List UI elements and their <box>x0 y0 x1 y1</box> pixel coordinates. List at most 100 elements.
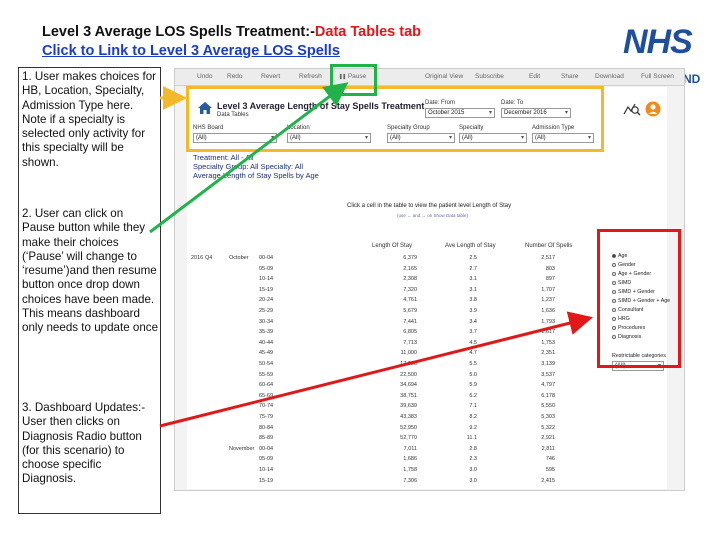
filter-specialty-group[interactable]: (All) ▾ <box>387 133 455 143</box>
spells-cell: 1,237 <box>541 297 555 304</box>
chevron-down-icon: ▾ <box>520 135 524 141</box>
radio-option-age-gender[interactable]: Age + Gender <box>612 271 651 277</box>
nhs-logo-text: NHS <box>623 23 693 61</box>
chevron-down-icon: ▾ <box>564 110 568 116</box>
radio-option-simd-gender-age[interactable]: SIMD + Gender + Age <box>612 298 670 304</box>
age-cell: 05-09 <box>259 265 274 272</box>
radio-dot-icon <box>612 307 616 312</box>
chart-search-icon[interactable] <box>623 101 641 117</box>
filter-admission-type[interactable]: (All) ▾ <box>532 133 594 143</box>
radio-option-hrg[interactable]: HRG <box>612 316 630 322</box>
table-row[interactable]: 85-89 52,770 11.1 2,921 <box>187 435 607 443</box>
table-row[interactable]: 55-59 22,500 5.0 3,537 <box>187 372 607 380</box>
table-row[interactable]: 80-84 52,950 9.2 5,322 <box>187 425 607 433</box>
original-view-button[interactable]: Original View <box>425 73 464 80</box>
los-cell: 1,758 <box>403 467 417 473</box>
download-button[interactable]: Download <box>595 73 624 80</box>
revert-button[interactable]: Revert <box>261 73 281 80</box>
radio-dot-icon <box>612 325 616 330</box>
age-cell: 60-64 <box>259 382 274 389</box>
age-cell: 45-49 <box>259 350 274 357</box>
share-button[interactable]: Share <box>561 73 579 80</box>
radio-option-label: Consultant <box>618 307 644 313</box>
date-to-label: Date: To <box>501 100 524 106</box>
radio-option-procedures[interactable]: Procedures <box>612 325 645 331</box>
los-cell: 7,713 <box>403 339 417 346</box>
ave-los-cell: 4.5 <box>469 339 477 346</box>
age-cell: 80-84 <box>259 424 274 431</box>
radio-option-diagnosis[interactable]: Diagnosis <box>612 334 641 340</box>
full-screen-button[interactable]: Full Screen <box>641 73 674 80</box>
table-row[interactable]: 15-19 7,306 3.0 2,415 <box>187 478 607 486</box>
table-row[interactable]: 70-74 39,639 7.1 5,550 <box>187 403 607 411</box>
table-row[interactable]: 60-64 34,694 5.9 4,797 <box>187 382 607 390</box>
radio-option-age[interactable]: Age <box>612 253 627 259</box>
radio-option-gender[interactable]: Gender <box>612 262 636 268</box>
table-row[interactable]: 10-14 1,758 3.0 595 <box>187 467 607 475</box>
selection-specialty: Specialty Group: All Specialty: All <box>193 162 304 171</box>
ave-los-cell: 2.7 <box>469 265 477 272</box>
spells-cell: 1,636 <box>541 308 555 314</box>
ave-los-cell: 4.7 <box>469 350 477 357</box>
pause-button[interactable]: Pause <box>339 73 366 80</box>
radio-option-consultant[interactable]: Consultant <box>612 307 643 313</box>
spells-cell: 5,303 <box>541 414 555 420</box>
table-row[interactable]: 05-09 2,165 2.7 803 <box>187 266 607 274</box>
table-row[interactable]: 45-49 11,000 4.7 2,351 <box>187 350 607 358</box>
column-header-ave-los: Ave Length of Stay <box>445 243 496 249</box>
spells-cell: 1,753 <box>541 339 555 346</box>
ave-los-cell: 2.8 <box>469 445 477 452</box>
table-row[interactable]: 40-44 7,713 4.5 1,753 <box>187 340 607 348</box>
notes-panel: 1. User makes choices for HB, Location, … <box>18 67 161 514</box>
spells-cell: 3,537 <box>541 371 555 378</box>
chevron-down-icon: ▾ <box>448 135 452 141</box>
table-row[interactable]: November 00-04 7,011 2.8 2,811 <box>187 446 607 454</box>
refresh-button[interactable]: Refresh <box>299 73 322 80</box>
table-row[interactable]: 15-19 7,320 3.1 1,707 <box>187 287 607 295</box>
radio-option-label: Gender <box>618 262 636 268</box>
spells-cell: 6,178 <box>541 392 555 399</box>
age-cell: 00-04 <box>259 445 274 452</box>
radio-option-simd-gender[interactable]: SIMD + Gender <box>612 289 655 295</box>
subscribe-button[interactable]: Subscribe <box>475 73 504 80</box>
table-row[interactable]: 50-54 17,036 5.5 3,139 <box>187 361 607 369</box>
note-3: 3. Dashboard Updates:- User then clicks … <box>22 401 146 486</box>
radio-option-label: Procedures <box>618 325 646 331</box>
help-icon[interactable] <box>645 101 661 117</box>
redo-button[interactable]: Redo <box>227 73 243 80</box>
los-cell: 2,165 <box>403 265 417 272</box>
radio-option-simd[interactable]: SIMD <box>612 280 631 286</box>
undo-button[interactable]: Undo <box>197 73 213 80</box>
age-cell: 05-09 <box>259 456 274 463</box>
date-from-select[interactable]: October 2015 ▾ <box>425 108 495 118</box>
los-cell: 7,011 <box>403 445 417 452</box>
date-to-select[interactable]: December 2016 ▾ <box>501 108 571 118</box>
table-row[interactable]: 35-39 6,805 3.7 1,617 <box>187 329 607 337</box>
spells-cell: 2,811 <box>541 445 555 452</box>
table-row[interactable]: 05-09 1,686 2.3 746 <box>187 456 607 464</box>
filter-specialty[interactable]: (All) ▾ <box>459 133 527 143</box>
table-instruction: Click a cell in the table to view the pa… <box>347 203 512 209</box>
table-row[interactable]: 65-69 38,751 6.2 6,178 <box>187 393 607 401</box>
spells-cell: 3,139 <box>541 361 555 367</box>
los-cell: 6,805 <box>403 329 417 336</box>
ave-los-cell: 2.3 <box>469 456 477 463</box>
radio-option-label: HRG <box>618 316 630 322</box>
table-row[interactable]: 30-34 7,441 3.4 1,793 <box>187 319 607 327</box>
ave-los-cell: 11.1 <box>466 435 477 442</box>
ave-los-cell: 2.5 <box>469 255 477 261</box>
pause-icon <box>339 73 346 80</box>
edit-button[interactable]: Edit <box>529 73 541 80</box>
month-cell: October <box>229 255 249 261</box>
table-row[interactable]: 2016 Q4 October 00-04 6,379 2.5 2,517 <box>187 255 607 263</box>
table-row[interactable]: 20-24 4,761 3.8 1,237 <box>187 297 607 305</box>
ave-los-cell: 3.0 <box>469 467 477 473</box>
slide-title: Level 3 Average LOS Spells Treatment:-Da… <box>42 22 421 42</box>
selection-breakdown: Average Length of Stay Spells by Age <box>193 171 319 180</box>
dashboard-link[interactable]: Click to Link to Level 3 Average LOS Spe… <box>42 43 340 59</box>
table-row[interactable]: 75-79 43,383 8.2 5,303 <box>187 414 607 422</box>
radio-dot-icon <box>612 334 616 339</box>
table-row[interactable]: 10-14 2,308 3.1 897 <box>187 276 607 284</box>
los-cell: 6,379 <box>403 255 417 261</box>
table-row[interactable]: 25-29 5,679 3.9 1,636 <box>187 308 607 316</box>
